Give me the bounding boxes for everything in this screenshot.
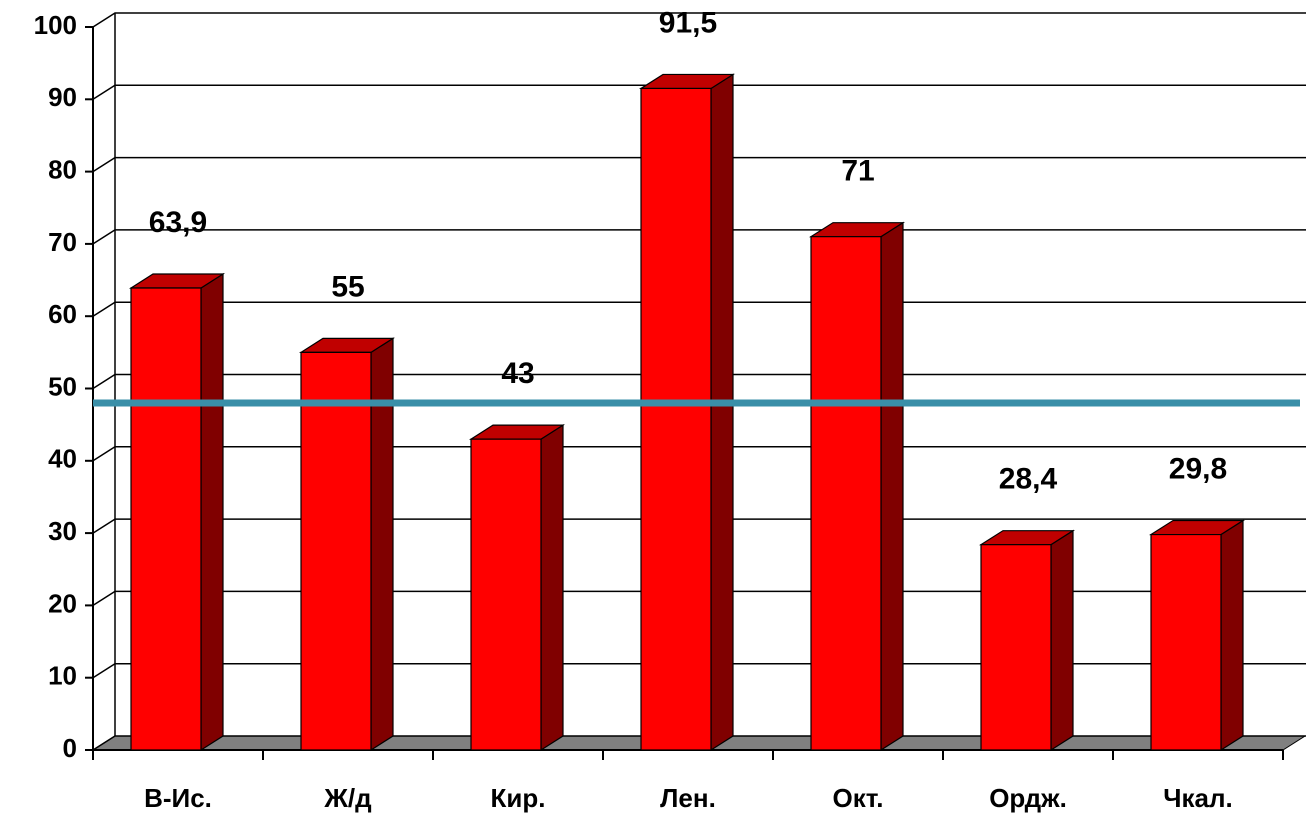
y-tick-label: 10: [48, 661, 77, 691]
bar: [468, 424, 566, 752]
grid-line: [92, 518, 1306, 534]
y-tick-label: 70: [48, 227, 77, 257]
data-label: 29,8: [1169, 452, 1227, 485]
grid-line: [92, 156, 1306, 173]
x-tick-label: Ж/д: [323, 783, 372, 813]
bar-front: [300, 351, 372, 751]
x-tick-label: Ордж.: [989, 783, 1067, 813]
y-tick-label: 20: [48, 588, 77, 618]
y-tick-label: 40: [48, 444, 77, 474]
y-tick-label: 100: [34, 10, 77, 40]
y-tick-label: 90: [48, 82, 77, 112]
bar-front: [980, 544, 1052, 751]
bar-front: [640, 87, 712, 751]
bar-front: [1150, 533, 1222, 751]
bar: [638, 73, 736, 752]
x-tick-label: Кир.: [491, 783, 546, 813]
grid-line: [92, 662, 1306, 679]
bar-front: [470, 438, 542, 751]
x-tick-label: Лен.: [660, 783, 716, 813]
bar: [128, 272, 226, 752]
y-tick-label: 50: [48, 371, 77, 401]
data-label: 71: [841, 155, 874, 188]
x-tick-label: Окт.: [833, 783, 884, 813]
bar-front: [130, 287, 202, 751]
x-tick-label: В-Ис.: [144, 783, 212, 813]
bar-side: [1050, 529, 1074, 752]
bar: [808, 221, 906, 752]
y-tick-label: 0: [63, 733, 77, 763]
data-label: 55: [331, 270, 364, 303]
grid-line: [92, 590, 1306, 607]
bar-side: [880, 221, 904, 752]
bar: [298, 337, 396, 752]
grid-line: [92, 373, 1306, 390]
x-tick-label: Чкал.: [1163, 783, 1232, 813]
y-tick-label: 60: [48, 299, 77, 329]
bar-front: [810, 236, 882, 751]
grid-line: [92, 301, 1306, 317]
bar-side: [710, 73, 734, 752]
grid-line: [92, 735, 1306, 751]
grid-line: [92, 446, 1306, 462]
bar: [978, 529, 1076, 752]
grid-line: [92, 84, 1306, 100]
y-tick-label: 80: [48, 154, 77, 184]
data-label: 43: [501, 357, 534, 390]
bar-side: [1220, 519, 1244, 752]
y-tick-label: 30: [48, 516, 77, 546]
data-label: 63,9: [149, 206, 207, 239]
grid-line: [92, 229, 1306, 245]
data-label: 91,5: [659, 6, 717, 39]
bar-side: [200, 272, 224, 752]
bar: [1148, 519, 1246, 752]
grid-line: [92, 12, 1306, 28]
data-label: 28,4: [999, 463, 1058, 496]
bar-side: [540, 424, 564, 752]
